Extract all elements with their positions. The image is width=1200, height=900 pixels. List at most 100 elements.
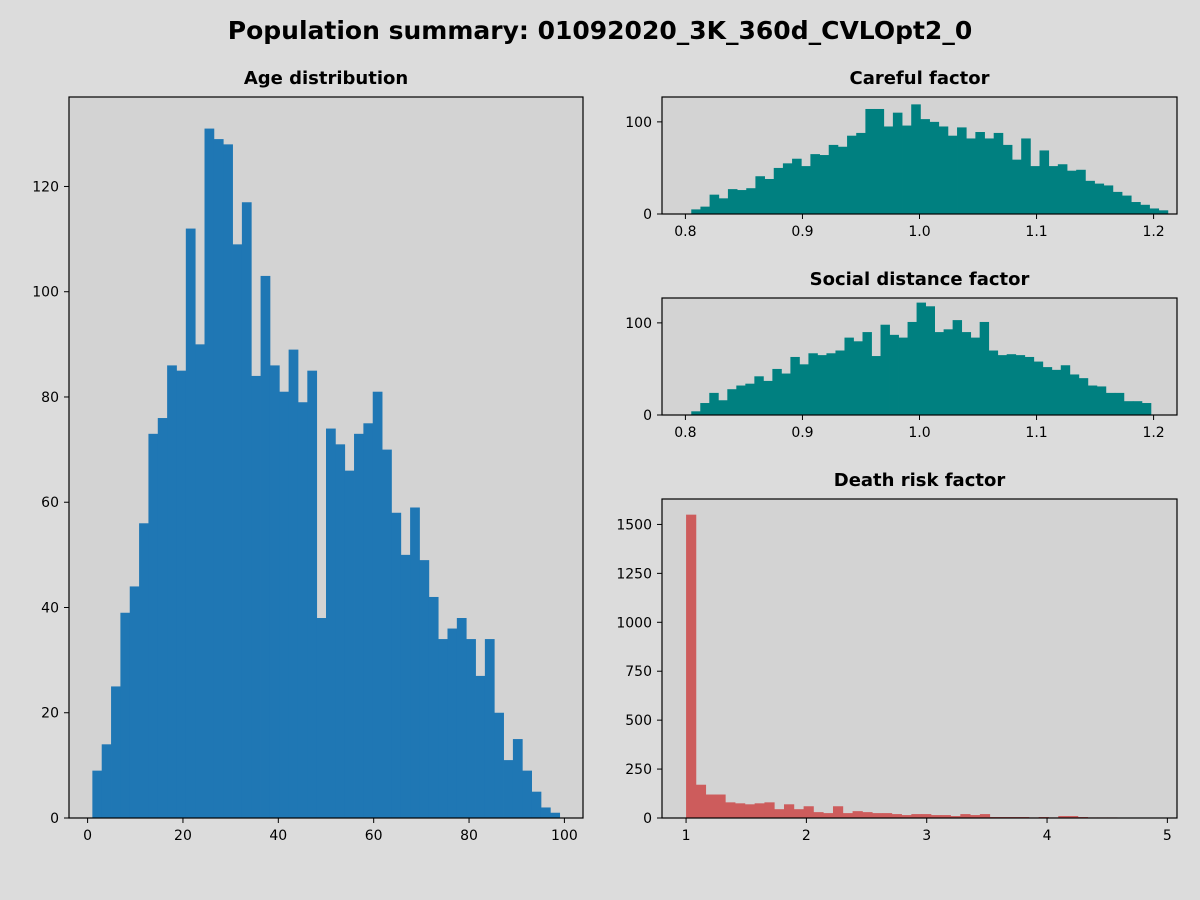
social-distance-bar: [943, 329, 954, 415]
social-distance-bar: [754, 376, 764, 415]
age-bar: [148, 433, 159, 818]
age-bar: [466, 639, 476, 818]
social-distance-x-tick-label: 1.0: [908, 425, 930, 441]
careful-bar: [892, 112, 903, 214]
death-risk-bar: [793, 809, 805, 818]
death-risk-bar: [695, 784, 707, 818]
social-distance-bar: [736, 385, 746, 415]
careful-bar: [856, 132, 866, 214]
age-bar: [120, 612, 131, 818]
age-distribution-panel: Age distribution 0 20 40 60 80 100 0 20 40 60 80 100…: [32, 68, 584, 844]
careful-y-tick-label: 100: [625, 115, 652, 131]
death-risk-bar: [950, 816, 961, 818]
age-bar: [382, 449, 392, 818]
death-risk-x-tick-label: 1: [682, 828, 691, 844]
careful-bar: [920, 119, 930, 214]
social-distance-bar: [880, 324, 890, 415]
careful-bar: [1076, 169, 1086, 214]
age-bar: [279, 391, 290, 818]
careful-bar: [773, 167, 784, 214]
age-bar: [297, 402, 308, 818]
careful-bar: [828, 144, 839, 214]
age-x-tick-label: 60: [365, 828, 383, 844]
social-distance-bar: [817, 355, 827, 415]
social-distance-bar: [799, 364, 809, 415]
age-bar: [531, 791, 542, 818]
death-risk-panel-title: Death risk factor: [834, 470, 1006, 491]
age-bar: [185, 228, 196, 818]
death-risk-x-tick-label: 4: [1043, 828, 1052, 844]
death-risk-bar: [764, 802, 775, 818]
death-risk-bar: [823, 813, 834, 818]
death-risk-factor-panel: Death risk factor 1 2 3 4 5 0 250 500 750 1000 1250…: [616, 470, 1178, 844]
age-bar: [503, 760, 514, 818]
careful-bar: [1094, 183, 1105, 214]
age-bar: [92, 770, 103, 818]
social-distance-bar: [1060, 365, 1071, 415]
careful-bar: [1039, 150, 1050, 214]
careful-bar: [691, 209, 701, 214]
age-bar: [167, 365, 177, 818]
social-distance-bar: [925, 306, 935, 415]
age-y-tick-label: 20: [41, 706, 59, 722]
age-panel-title: Age distribution: [244, 68, 408, 89]
age-y-tick-label: 80: [41, 390, 59, 406]
social-distance-bar: [1078, 378, 1089, 415]
death-risk-bar: [715, 794, 726, 818]
age-y-tick-label: 40: [41, 600, 59, 616]
social-distance-bar: [781, 373, 791, 415]
age-bar: [213, 139, 224, 819]
social-distance-bar: [1006, 354, 1017, 415]
careful-bar: [993, 132, 1004, 214]
age-y-tick-label: 100: [32, 285, 59, 301]
age-bar: [512, 739, 523, 818]
age-bar: [363, 423, 374, 818]
careful-bar: [718, 198, 729, 214]
age-bar: [223, 144, 233, 818]
careful-y-tick-label: 0: [643, 207, 652, 223]
social-distance-x-tick-label: 0.8: [674, 425, 696, 441]
careful-x-tick-label: 0.9: [791, 224, 813, 240]
age-y-tick-label: 0: [50, 811, 59, 827]
age-bar: [111, 686, 121, 818]
careful-bar: [966, 138, 976, 214]
age-bar: [550, 812, 561, 818]
social-distance-bar: [1105, 392, 1116, 415]
careful-bar: [810, 154, 820, 214]
age-bar: [354, 433, 364, 818]
death-risk-bar: [735, 803, 746, 818]
careful-bar: [1048, 166, 1059, 214]
age-x-tick-label: 80: [460, 828, 478, 844]
social-distance-bar: [916, 302, 926, 415]
social-distance-bar: [898, 337, 908, 415]
age-y-tick-label: 60: [41, 495, 59, 511]
death-risk-bar: [881, 813, 893, 818]
careful-bar: [737, 190, 747, 214]
death-risk-bar: [960, 814, 971, 818]
social-distance-bar: [1141, 403, 1152, 415]
social-distance-bar: [997, 355, 1008, 415]
careful-bar: [984, 138, 995, 214]
death-risk-bar: [891, 814, 902, 818]
age-bar: [438, 639, 448, 818]
death-risk-bar: [979, 814, 991, 818]
age-x-tick-label: 100: [551, 828, 578, 844]
death-risk-bar: [921, 814, 932, 818]
social-distance-bar: [1123, 401, 1134, 415]
social-distance-bar: [988, 350, 999, 415]
death-risk-y-tick-label: 750: [625, 664, 652, 680]
social-distance-bar: [952, 320, 963, 415]
social-distance-bar: [853, 341, 863, 415]
social-distance-bar: [1042, 367, 1053, 415]
death-risk-plot-area: [662, 499, 1177, 818]
age-bar: [260, 275, 271, 818]
age-bar: [391, 512, 402, 818]
death-risk-y-tick-label: 250: [625, 762, 652, 778]
social-distance-y-tick-label: 100: [625, 316, 652, 332]
age-bar: [447, 628, 458, 818]
social-distance-bar: [1087, 385, 1098, 415]
death-risk-bar: [784, 804, 795, 818]
age-bar: [269, 365, 280, 818]
age-x-tick-label: 0: [83, 828, 92, 844]
age-bar: [540, 807, 551, 818]
